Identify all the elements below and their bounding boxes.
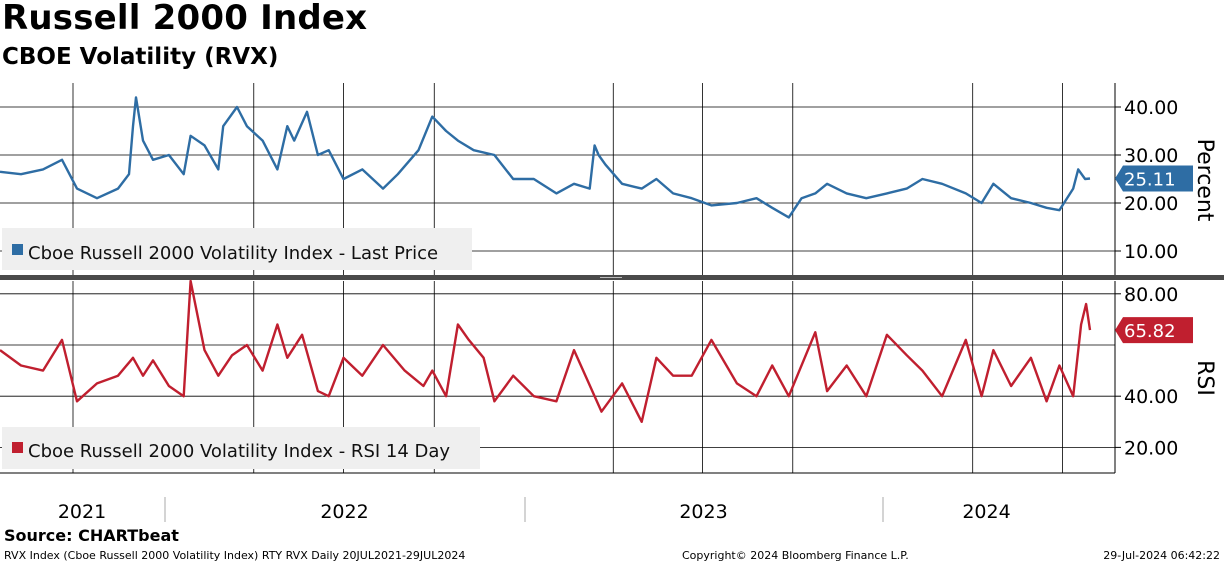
y-tick-label: 40.00 xyxy=(1124,386,1178,408)
ticker-line: RVX Index (Cboe Russell 2000 Volatility … xyxy=(4,549,466,562)
y-tick-label: 20.00 xyxy=(1124,437,1178,459)
last-price-tag-label: 25.11 xyxy=(1124,169,1176,190)
y-tick-label: 80.00 xyxy=(1124,284,1178,306)
chart-area: 2021 2022 2023 2024 40.00 30.00 20.00 10.00 80… xyxy=(0,83,1224,523)
series-last-price xyxy=(0,96,1091,219)
x-tick-label: 2021 xyxy=(58,501,106,523)
last-price-tag: 25.11 xyxy=(1115,165,1193,192)
legend-rsi-swatch xyxy=(12,442,23,453)
legend-last-price-swatch xyxy=(12,244,23,255)
x-tick-label: 2023 xyxy=(679,501,727,523)
legend-rsi: Cboe Russell 2000 Volatility Index - RSI… xyxy=(2,427,480,469)
legend-last-price-bg xyxy=(2,228,472,270)
legend-last-price: Cboe Russell 2000 Volatility Index - Las… xyxy=(2,228,472,270)
x-tick-label: 2022 xyxy=(320,501,368,523)
last-rsi-tag-shape xyxy=(1115,317,1193,344)
x-axis: 2021 2022 2023 2024 xyxy=(58,497,1011,523)
y-tick-label: 40.00 xyxy=(1124,97,1178,119)
lower-y-axis-title: RSI xyxy=(1192,360,1217,396)
y-tick-label: 10.00 xyxy=(1124,241,1178,263)
legend-rsi-bg xyxy=(2,427,480,469)
last-rsi-tag-label: 65.82 xyxy=(1124,321,1176,342)
y-tick-label: 30.00 xyxy=(1124,145,1178,167)
last-rsi-tag: 65.82 xyxy=(1115,317,1193,344)
lower-y-ticks: 80.00 40.00 20.00 xyxy=(1115,284,1178,459)
legend-rsi-label: Cboe Russell 2000 Volatility Index - RSI… xyxy=(28,441,450,462)
last-price-line xyxy=(0,96,1091,219)
rsi-line xyxy=(0,279,1092,423)
last-price-tag-shape xyxy=(1115,165,1193,192)
upper-y-ticks: 40.00 30.00 20.00 10.00 xyxy=(1115,97,1178,263)
x-tick-label: 2024 xyxy=(962,501,1010,523)
chart-subtitle: CBOE Volatility (RVX) xyxy=(2,44,279,70)
legend-last-price-label: Cboe Russell 2000 Volatility Index - Las… xyxy=(28,243,438,264)
chart-title: Russell 2000 Index xyxy=(2,0,368,38)
copyright: Copyright© 2024 Bloomberg Finance L.P. xyxy=(682,549,909,562)
source-note: Source: CHARTbeat xyxy=(4,526,179,545)
lower-gridlines xyxy=(0,293,1115,448)
series-rsi-14 xyxy=(0,279,1092,423)
timestamp: 29-Jul-2024 06:42:22 xyxy=(1103,549,1220,562)
y-tick-label: 20.00 xyxy=(1124,193,1178,215)
upper-y-axis-title: Percent xyxy=(1192,139,1217,222)
